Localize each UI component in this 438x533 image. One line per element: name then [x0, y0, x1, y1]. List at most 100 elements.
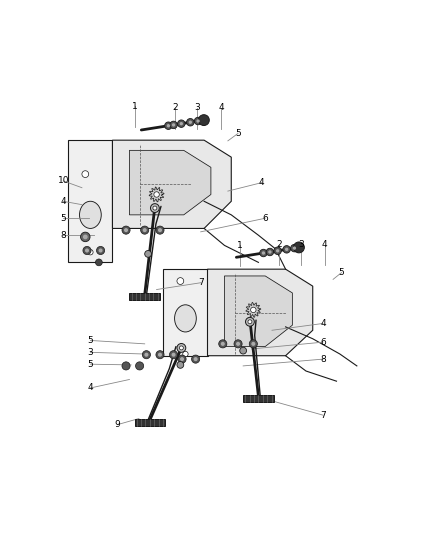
Circle shape [236, 342, 240, 346]
Circle shape [177, 361, 184, 368]
Circle shape [285, 248, 288, 251]
Text: 4: 4 [259, 178, 265, 187]
Text: 6: 6 [262, 214, 268, 223]
Circle shape [85, 248, 89, 253]
Circle shape [124, 228, 128, 232]
Ellipse shape [175, 305, 196, 332]
Text: 4: 4 [60, 197, 66, 206]
Text: 9: 9 [115, 420, 120, 429]
Circle shape [180, 357, 184, 361]
Circle shape [151, 204, 159, 213]
Circle shape [170, 351, 178, 359]
Text: 5: 5 [88, 360, 93, 369]
Circle shape [177, 120, 185, 127]
Circle shape [170, 121, 177, 128]
Bar [134, 418, 165, 426]
Circle shape [180, 122, 183, 125]
Text: 8: 8 [320, 354, 326, 364]
Circle shape [219, 340, 227, 348]
Bar [130, 293, 160, 301]
Circle shape [251, 342, 255, 346]
Circle shape [283, 246, 290, 253]
Circle shape [135, 362, 144, 370]
Circle shape [293, 242, 304, 253]
Circle shape [262, 252, 265, 255]
Text: 6: 6 [320, 337, 326, 346]
Text: 5: 5 [339, 268, 344, 277]
Polygon shape [113, 140, 231, 229]
Circle shape [293, 246, 296, 250]
Text: 3: 3 [88, 348, 93, 357]
Circle shape [191, 355, 200, 363]
Polygon shape [130, 150, 211, 215]
Circle shape [142, 351, 151, 359]
Polygon shape [208, 269, 313, 356]
Circle shape [194, 117, 202, 125]
Text: 1: 1 [237, 241, 243, 250]
Circle shape [145, 353, 148, 357]
Circle shape [189, 120, 192, 124]
Circle shape [187, 118, 194, 126]
Circle shape [172, 353, 176, 357]
Circle shape [266, 248, 274, 256]
Circle shape [88, 249, 93, 255]
Circle shape [81, 232, 90, 241]
Circle shape [122, 226, 130, 234]
Ellipse shape [80, 201, 101, 229]
Text: 8: 8 [60, 231, 66, 240]
Circle shape [83, 235, 88, 239]
Text: 4: 4 [88, 383, 93, 392]
Circle shape [158, 228, 162, 232]
Circle shape [143, 228, 147, 232]
Text: 3: 3 [194, 103, 200, 112]
Circle shape [177, 278, 184, 285]
Text: 7: 7 [198, 278, 204, 287]
Circle shape [183, 351, 188, 357]
Circle shape [99, 248, 102, 253]
Circle shape [145, 251, 152, 257]
Polygon shape [68, 140, 113, 262]
Circle shape [153, 206, 157, 210]
Circle shape [178, 355, 186, 363]
Circle shape [156, 351, 164, 359]
Circle shape [248, 320, 252, 324]
Circle shape [158, 353, 162, 357]
Polygon shape [149, 187, 164, 202]
Polygon shape [246, 302, 261, 317]
Circle shape [95, 259, 102, 266]
Circle shape [83, 246, 91, 255]
Circle shape [122, 362, 130, 370]
Circle shape [165, 122, 172, 130]
Text: 1: 1 [132, 102, 138, 111]
Circle shape [82, 171, 88, 177]
Text: 3: 3 [298, 240, 304, 249]
Circle shape [156, 226, 164, 234]
Text: 4: 4 [218, 103, 224, 112]
Circle shape [198, 115, 209, 126]
Circle shape [194, 357, 198, 361]
Circle shape [276, 249, 279, 253]
Text: 10: 10 [57, 176, 69, 185]
Polygon shape [163, 269, 208, 356]
Text: 5: 5 [60, 214, 66, 223]
Circle shape [141, 226, 149, 234]
Circle shape [268, 251, 272, 254]
Circle shape [172, 123, 175, 126]
Circle shape [260, 249, 267, 257]
Text: 7: 7 [320, 410, 326, 419]
Circle shape [167, 124, 170, 127]
Circle shape [274, 247, 281, 254]
Circle shape [154, 192, 159, 197]
Bar [243, 395, 274, 402]
Text: 4: 4 [320, 319, 326, 328]
Circle shape [196, 119, 200, 123]
Circle shape [249, 340, 258, 348]
Text: 2: 2 [276, 240, 282, 249]
Circle shape [234, 340, 242, 348]
Circle shape [96, 246, 105, 255]
Polygon shape [224, 276, 293, 346]
Circle shape [177, 343, 186, 352]
Circle shape [291, 245, 298, 252]
Text: 4: 4 [322, 240, 328, 249]
Circle shape [240, 347, 247, 354]
